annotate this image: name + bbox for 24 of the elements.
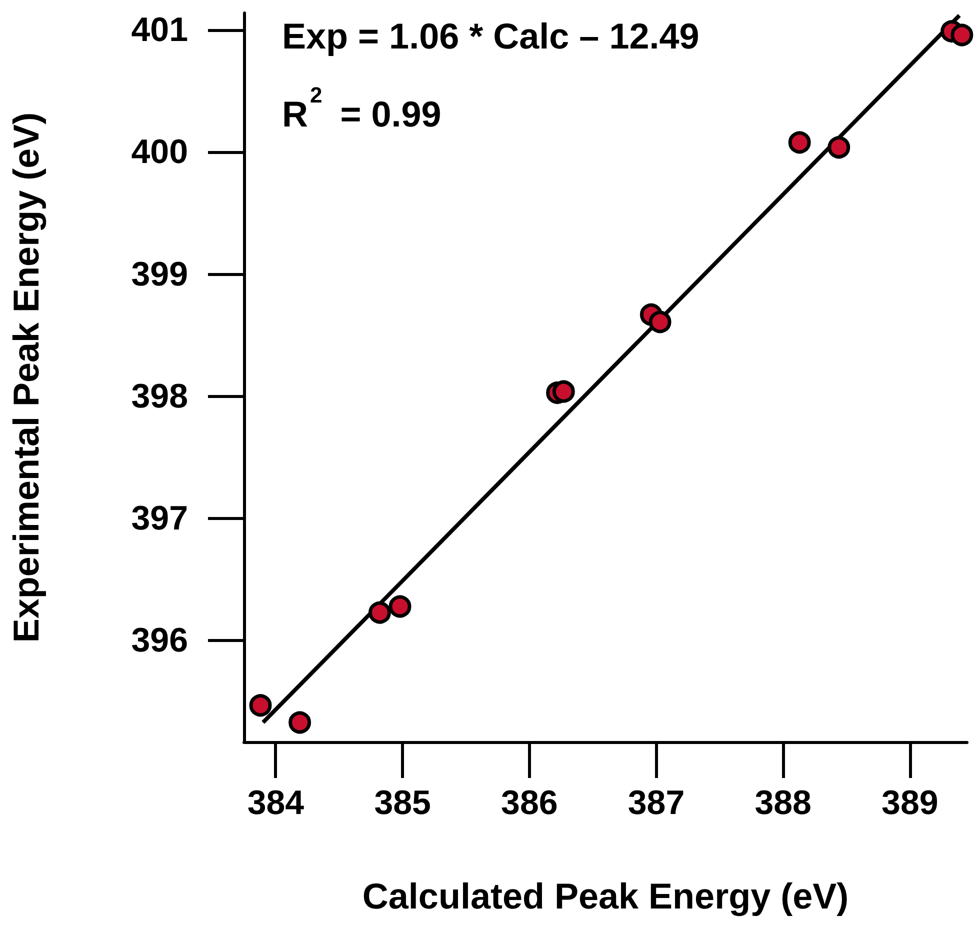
x-tick-label: 387 (628, 784, 685, 822)
point (648, 310, 672, 334)
x-tick-label: 389 (882, 784, 938, 822)
point (828, 136, 850, 159)
annotation: Exp = 1.06 * Calc – 12.49 (282, 16, 700, 56)
x-axis-title: Calculated Peak Energy (eV) (362, 876, 849, 916)
point (388, 595, 412, 618)
y-tick-label: 397 (131, 500, 188, 538)
point (552, 380, 575, 403)
x-tick-label: 385 (374, 784, 431, 822)
point (788, 131, 811, 154)
point (950, 24, 974, 46)
y-tick-label: 401 (131, 11, 188, 50)
point (368, 601, 391, 624)
x-tick-label: 386 (501, 784, 558, 822)
point (249, 694, 272, 717)
x-tick-label: 388 (754, 784, 812, 822)
x-tick-label: 384 (247, 784, 304, 822)
y-tick-label: 400 (131, 133, 188, 172)
y-tick-label: 399 (131, 255, 188, 294)
point (288, 711, 312, 734)
y-tick-label: 398 (131, 377, 188, 416)
y-axis-title: Experimental Peak Energy (eV) (6, 112, 46, 643)
y-tick-label: 396 (131, 622, 188, 660)
